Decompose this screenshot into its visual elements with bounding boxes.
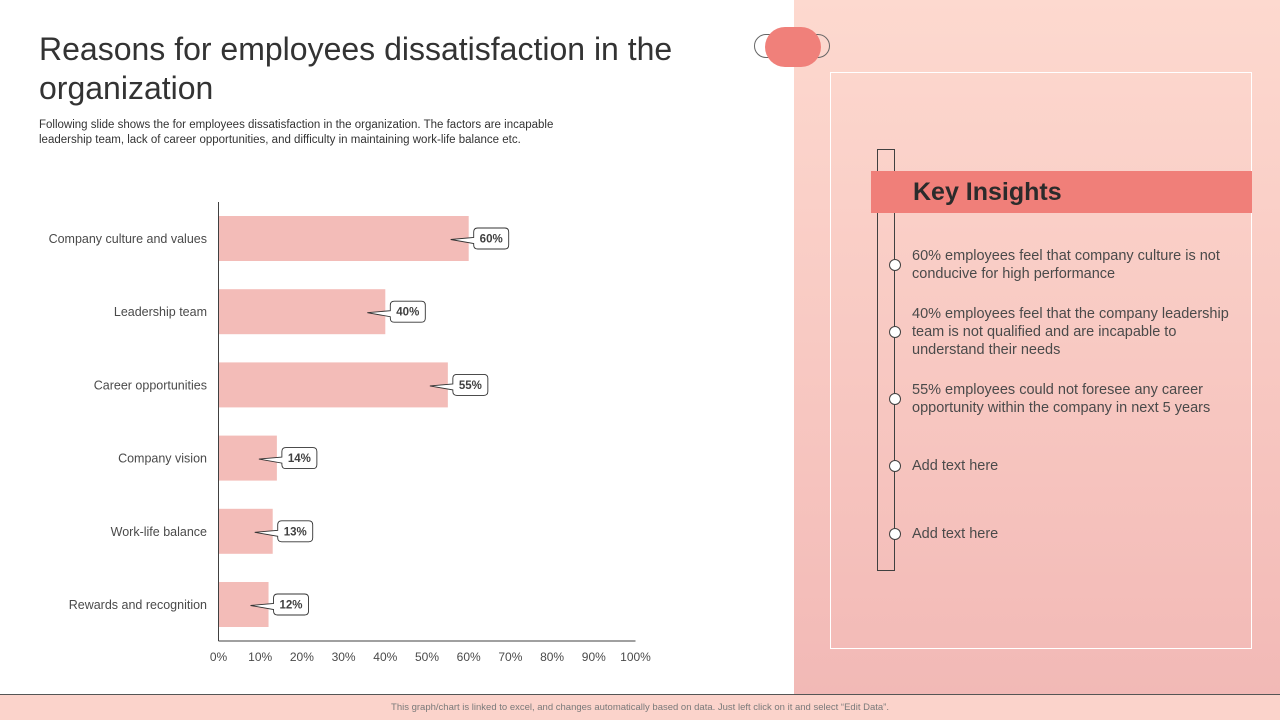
category-label: Company vision bbox=[118, 452, 207, 466]
insight-item[interactable]: Add text here bbox=[912, 526, 999, 542]
data-callout bbox=[258, 447, 318, 470]
data-label: 13% bbox=[284, 526, 307, 538]
data-callout bbox=[254, 520, 314, 543]
insight-item[interactable]: 55% employees could not foresee any care… bbox=[912, 382, 1211, 416]
insights-title: Key Insights bbox=[913, 178, 1062, 206]
data-label: 55% bbox=[459, 380, 482, 392]
insights-timeline bbox=[877, 149, 895, 571]
data-label: 60% bbox=[480, 234, 503, 246]
bar bbox=[218, 362, 448, 408]
category-label: Leadership team bbox=[114, 305, 207, 319]
data-callout bbox=[367, 300, 426, 323]
category-label: Company culture and values bbox=[49, 232, 207, 246]
x-tick-label: 100% bbox=[620, 650, 651, 664]
decorative-pill-fill bbox=[765, 27, 821, 67]
bar bbox=[218, 289, 386, 335]
x-tick-label: 60% bbox=[457, 650, 481, 664]
x-tick-label: 30% bbox=[332, 650, 356, 664]
timeline-dot bbox=[889, 528, 901, 540]
data-label: 40% bbox=[396, 307, 419, 319]
timeline-dot bbox=[889, 326, 901, 338]
x-tick-label: 90% bbox=[582, 650, 606, 664]
insights-header: Key Insights bbox=[871, 171, 1252, 213]
category-label: Work-life balance bbox=[111, 525, 207, 539]
page-subtitle: Following slide shows the for employees … bbox=[39, 119, 554, 146]
footer-bar: This graph/chart is linked to excel, and… bbox=[0, 694, 1280, 720]
category-label: Rewards and recognition bbox=[69, 598, 207, 612]
timeline-dot bbox=[889, 393, 901, 405]
x-tick-label: 0% bbox=[210, 650, 228, 664]
footer-note: This graph/chart is linked to excel, and… bbox=[391, 702, 889, 713]
x-tick-label: 70% bbox=[498, 650, 522, 664]
data-callout bbox=[250, 593, 309, 616]
insight-item[interactable]: 40% employees feel that the company lead… bbox=[912, 306, 1229, 358]
x-tick-label: 40% bbox=[373, 650, 397, 664]
data-label: 12% bbox=[280, 600, 303, 612]
insight-item[interactable]: 60% employees feel that company culture … bbox=[912, 248, 1220, 282]
bar-chart[interactable]: Company culture and values Leadership tea… bbox=[0, 180, 690, 680]
data-callout bbox=[450, 227, 510, 250]
x-tick-label: 20% bbox=[290, 650, 314, 664]
bar bbox=[218, 216, 469, 261]
category-label: Career opportunities bbox=[94, 378, 207, 392]
x-tick-label: 10% bbox=[248, 650, 272, 664]
data-callout bbox=[429, 373, 489, 396]
x-tick-label: 80% bbox=[540, 650, 564, 664]
timeline-dot bbox=[889, 259, 901, 271]
insight-item[interactable]: Add text here bbox=[912, 458, 999, 474]
right-panel bbox=[794, 0, 1280, 694]
insights-frame bbox=[830, 72, 1252, 649]
timeline-dot bbox=[889, 460, 901, 472]
page-title: Reasons for employees dissatisfaction in… bbox=[39, 31, 673, 106]
data-label: 14% bbox=[288, 453, 311, 465]
x-tick-label: 50% bbox=[415, 650, 439, 664]
